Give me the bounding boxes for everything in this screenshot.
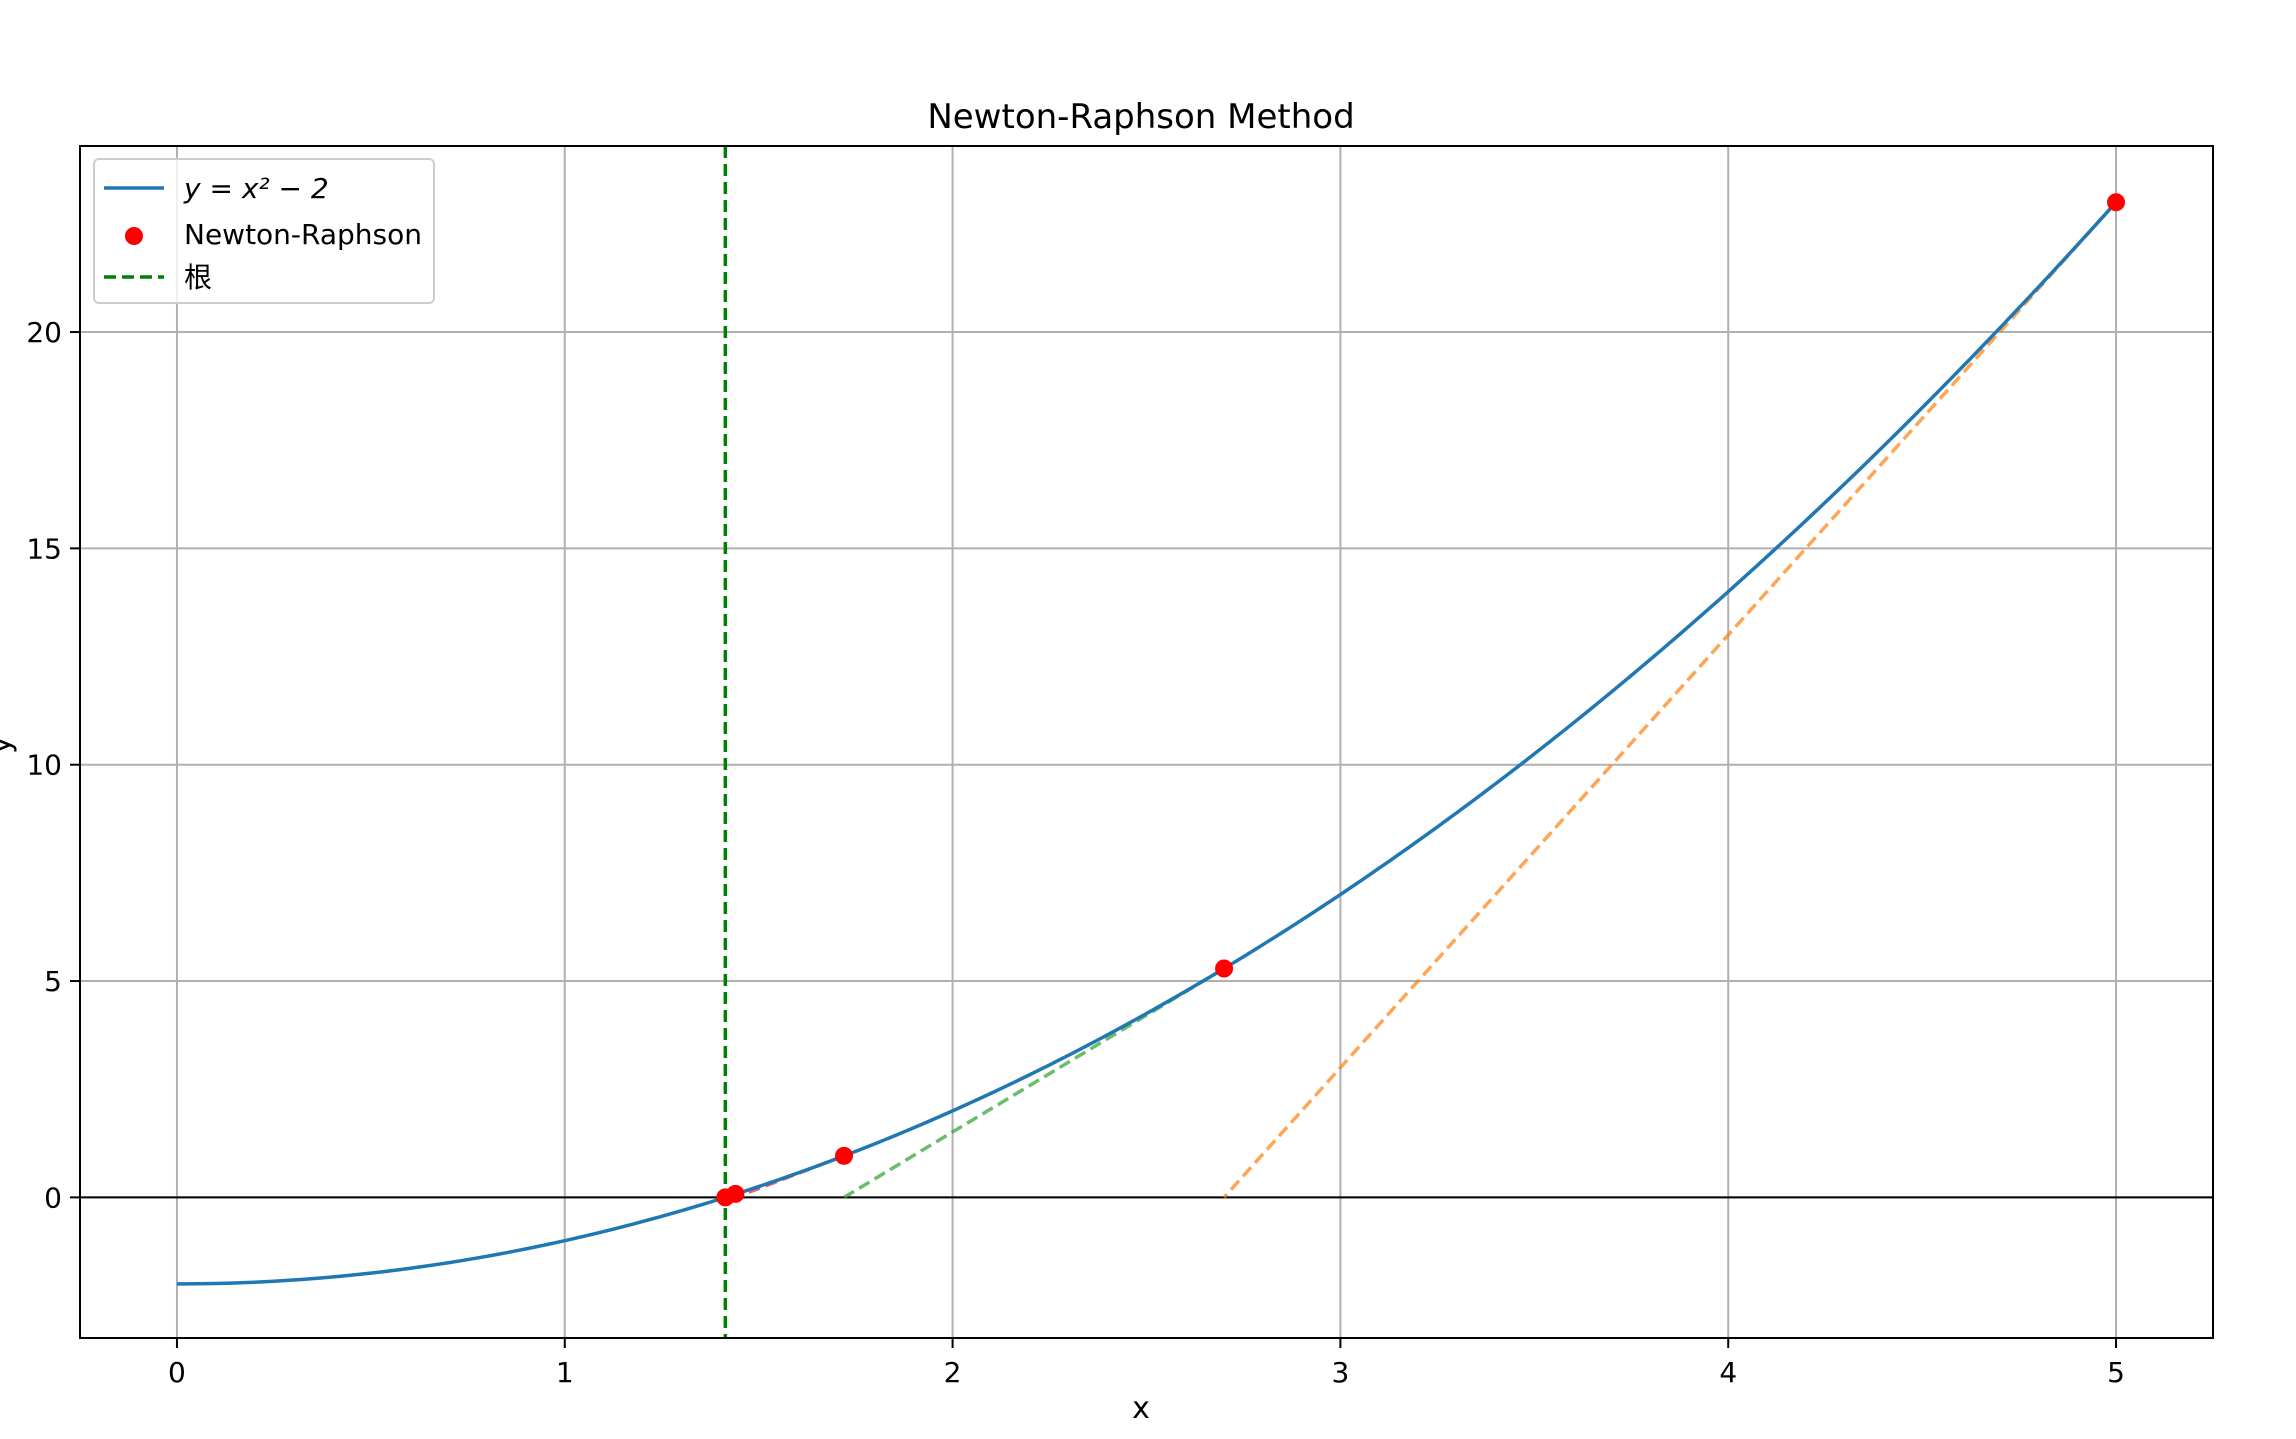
x-tick-label: 0 (168, 1356, 186, 1389)
iteration-point (2107, 193, 2126, 212)
y-tick-label: 20 (26, 316, 62, 349)
axis-ticks: 0 1 2 3 4 5 0 5 10 15 20 (26, 316, 2125, 1389)
x-tick-label: 2 (944, 1356, 962, 1389)
x-tick-label: 5 (2107, 1356, 2125, 1389)
y-tick-label: 0 (44, 1181, 62, 1214)
legend-box (93, 158, 435, 304)
legend-root-label: 根 (184, 261, 212, 294)
legend-newton-label: Newton-Raphson (184, 218, 422, 251)
plot-frame (79, 145, 2214, 1339)
legend: y = x² − 2 Newton-Raphson 根 (93, 158, 435, 304)
chart-title: Newton-Raphson Method (927, 97, 1354, 137)
y-tick-label: 5 (44, 965, 62, 998)
x-axis-label: x (1132, 1391, 1150, 1426)
iteration-point (1215, 959, 1234, 978)
tangent-line (1222, 201, 2118, 1199)
iteration-point (716, 1188, 735, 1207)
y-tick-label: 15 (26, 532, 62, 565)
y-axis-label: y (0, 736, 18, 754)
plot-series (80, 146, 2213, 1338)
function-curve (176, 201, 2118, 1286)
plot-background (80, 146, 2213, 1338)
legend-newton-swatch (125, 227, 143, 245)
iteration-point (835, 1146, 854, 1165)
x-tick-label: 4 (1719, 1356, 1737, 1389)
legend-function-label: y = x² − 2 (183, 172, 329, 205)
x-tick-label: 3 (1331, 1356, 1349, 1389)
x-tick-label: 1 (556, 1356, 574, 1389)
y-tick-label: 10 (26, 749, 62, 782)
plot-area (79, 145, 2214, 1339)
